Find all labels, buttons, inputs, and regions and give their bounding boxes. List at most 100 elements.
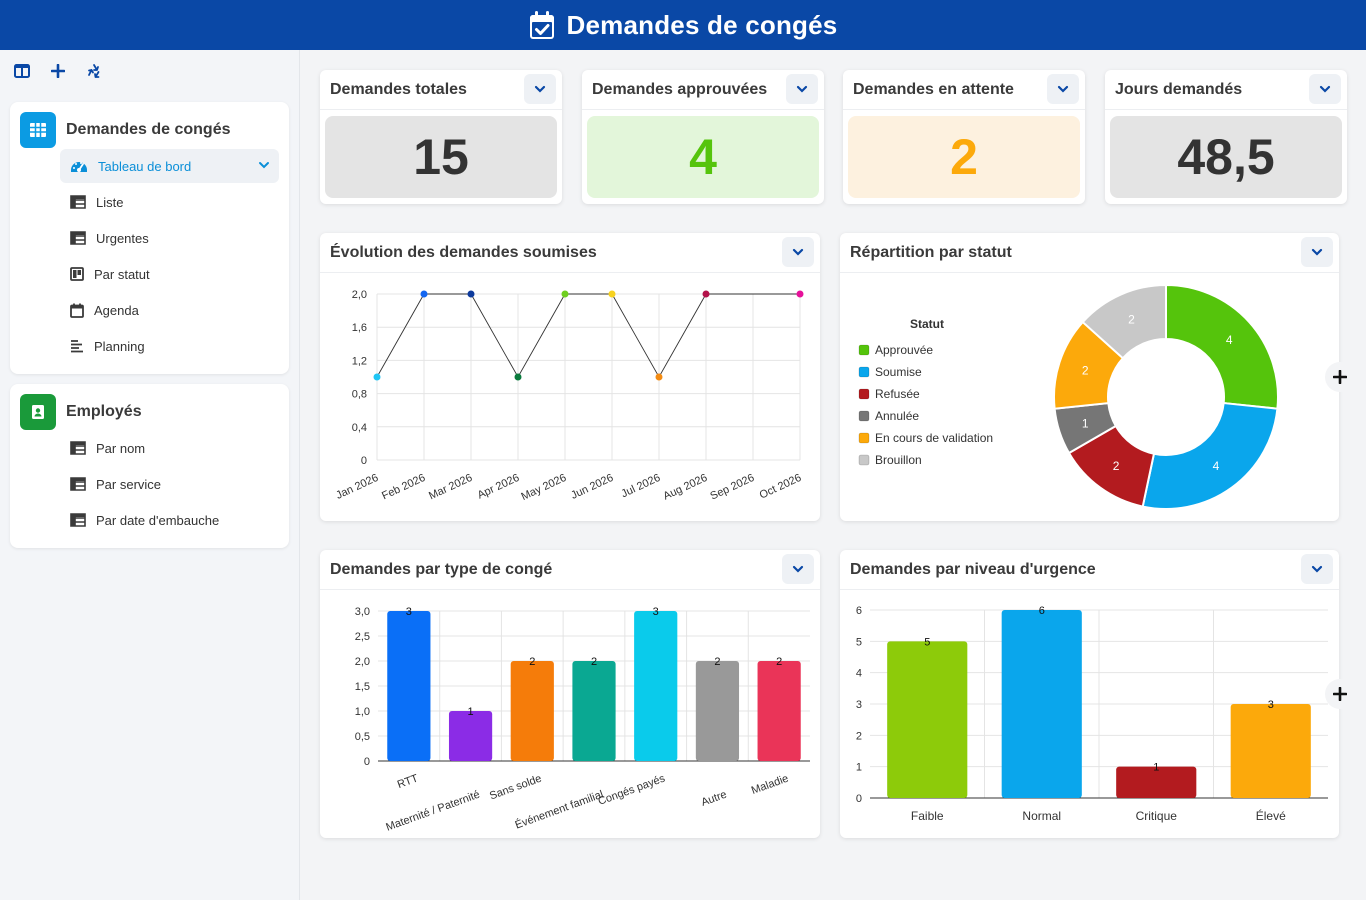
x-tick-label: Jun 2026 bbox=[569, 472, 615, 502]
data-point bbox=[420, 290, 428, 298]
kpi-demandes-approuvees: Demandes approuvées 4 bbox=[582, 70, 824, 204]
widget-header: Demandes totales bbox=[320, 70, 562, 110]
slice-value-label: 2 bbox=[1128, 312, 1135, 326]
y-tick-label: 1,5 bbox=[355, 681, 370, 693]
sidebar-item-par-nom[interactable]: Par nom bbox=[60, 431, 279, 465]
calendar-icon bbox=[70, 303, 84, 318]
legend-swatch bbox=[858, 410, 870, 422]
kpi-value-text: 4 bbox=[689, 129, 717, 185]
add-button[interactable] bbox=[44, 60, 72, 82]
bar bbox=[634, 611, 678, 761]
data-point bbox=[467, 290, 475, 298]
table-icon bbox=[30, 123, 46, 137]
add-widget-button[interactable] bbox=[1325, 679, 1355, 709]
slice-value-label: 4 bbox=[1213, 459, 1220, 473]
slice-value-label: 2 bbox=[1113, 459, 1120, 473]
bar bbox=[1116, 766, 1197, 798]
nav-card-employes: Employés Par nom Par service bbox=[10, 384, 289, 548]
sidebar-item-par-service[interactable]: Par service bbox=[60, 467, 279, 501]
legend-label: En cours de validation bbox=[875, 431, 993, 445]
nav-card-header[interactable]: Employés bbox=[20, 394, 142, 430]
sidebar-item-liste[interactable]: Liste bbox=[60, 185, 279, 219]
widget-title: Demandes par type de congé bbox=[330, 560, 553, 578]
bar bbox=[448, 711, 493, 761]
nav-card-header[interactable]: Demandes de congés bbox=[20, 112, 231, 148]
sidebar-item-tableau-de-bord[interactable]: Tableau de bord bbox=[60, 149, 279, 183]
x-tick-label: Feb 2026 bbox=[380, 472, 427, 503]
y-tick-label: 5 bbox=[856, 636, 862, 648]
sidebar-item-par-statut[interactable]: Par statut bbox=[60, 257, 279, 291]
widget-menu-button[interactable] bbox=[782, 237, 814, 267]
kpi-jours-demandes: Jours demandés 48,5 bbox=[1105, 70, 1347, 204]
y-tick-label: 4 bbox=[856, 668, 862, 680]
plus-icon bbox=[1333, 687, 1347, 701]
chevron-down-icon bbox=[1057, 85, 1069, 93]
y-tick-label: 1 bbox=[856, 762, 862, 774]
widget-title: Demandes totales bbox=[330, 80, 467, 98]
legend-swatch bbox=[858, 366, 870, 378]
chevron-down-icon bbox=[1311, 248, 1323, 256]
chevron-down-icon[interactable] bbox=[257, 158, 271, 172]
gantt-icon bbox=[71, 340, 83, 353]
widget-menu-button[interactable] bbox=[782, 554, 814, 584]
y-tick-label: 0,5 bbox=[355, 731, 370, 743]
dashboard-icon bbox=[71, 162, 87, 172]
chevron-down-icon bbox=[1311, 565, 1323, 573]
donut-slice bbox=[1081, 283, 1167, 360]
bar-value-label: 2 bbox=[776, 656, 782, 668]
x-tick-label: Normal bbox=[1022, 809, 1061, 823]
sidebar-item-par-date-embauche[interactable]: Par date d'embauche bbox=[60, 503, 279, 537]
widget-header: Évolution des demandes soumises bbox=[320, 233, 820, 273]
widget-menu-button[interactable] bbox=[1301, 554, 1333, 584]
sidebar-item-label: Par date d'embauche bbox=[96, 512, 220, 528]
x-tick-label: Congés payés bbox=[597, 772, 668, 807]
y-tick-label: 0,4 bbox=[352, 422, 367, 434]
sidebar-item-label: Planning bbox=[94, 338, 145, 354]
layout-toggle-button[interactable] bbox=[8, 60, 36, 82]
recycle-button[interactable] bbox=[80, 60, 108, 82]
x-tick-label: Maternité / Paternité bbox=[384, 789, 481, 834]
sidebar-item-label: Par service bbox=[96, 476, 162, 492]
slice-value-label: 1 bbox=[1082, 416, 1089, 430]
widget-menu-button[interactable] bbox=[1301, 237, 1333, 267]
legend-title: Statut bbox=[910, 317, 944, 331]
bar bbox=[387, 611, 431, 761]
widget-header: Demandes approuvées bbox=[582, 70, 824, 110]
line-chart: 0 0,4 0,8 1,2 1,6 2,0 Jan 2026 Feb 2026 Mar 2026… bbox=[334, 289, 804, 503]
bar bbox=[1001, 610, 1082, 798]
widget-header: Demandes par type de congé bbox=[320, 550, 820, 590]
widget-menu-button[interactable] bbox=[1047, 74, 1079, 104]
layout-icon bbox=[14, 64, 30, 78]
sidebar-toolbar bbox=[8, 60, 108, 82]
widget-menu-button[interactable] bbox=[1309, 74, 1341, 104]
legend-label: Brouillon bbox=[875, 453, 922, 467]
bar bbox=[695, 661, 740, 761]
x-tick-label: Autre bbox=[700, 789, 729, 809]
widget-menu-button[interactable] bbox=[786, 74, 818, 104]
x-tick-label: Jul 2026 bbox=[619, 472, 662, 500]
legend-label: Approuvée bbox=[875, 343, 933, 357]
chart-evolution-widget: Évolution des demandes soumises 0 0,4 0,8 1… bbox=[320, 233, 820, 521]
widget-title: Répartition par statut bbox=[850, 243, 1012, 261]
kpi-value: 15 bbox=[325, 116, 557, 198]
x-tick-label: May 2026 bbox=[519, 472, 568, 503]
bar bbox=[510, 661, 554, 761]
bar-value-label: 3 bbox=[1268, 699, 1274, 711]
widget-menu-button[interactable] bbox=[524, 74, 556, 104]
y-tick-label: 1,2 bbox=[352, 355, 367, 367]
bar bbox=[887, 641, 968, 798]
y-tick-label: 2,5 bbox=[355, 631, 370, 643]
add-widget-button[interactable] bbox=[1325, 362, 1355, 392]
sidebar-item-planning[interactable]: Planning bbox=[60, 329, 279, 363]
data-point bbox=[796, 290, 804, 298]
sidebar-item-agenda[interactable]: Agenda bbox=[60, 293, 279, 327]
plus-icon bbox=[51, 64, 65, 78]
table-icon bbox=[70, 231, 86, 245]
y-tick-label: 2 bbox=[856, 730, 862, 742]
sidebar-item-urgentes[interactable]: Urgentes bbox=[60, 221, 279, 255]
donut-slice bbox=[1141, 401, 1279, 510]
series-line bbox=[376, 293, 800, 378]
widget-title: Jours demandés bbox=[1115, 80, 1243, 98]
data-point bbox=[608, 290, 616, 298]
kpi-value-text: 48,5 bbox=[1177, 129, 1275, 185]
